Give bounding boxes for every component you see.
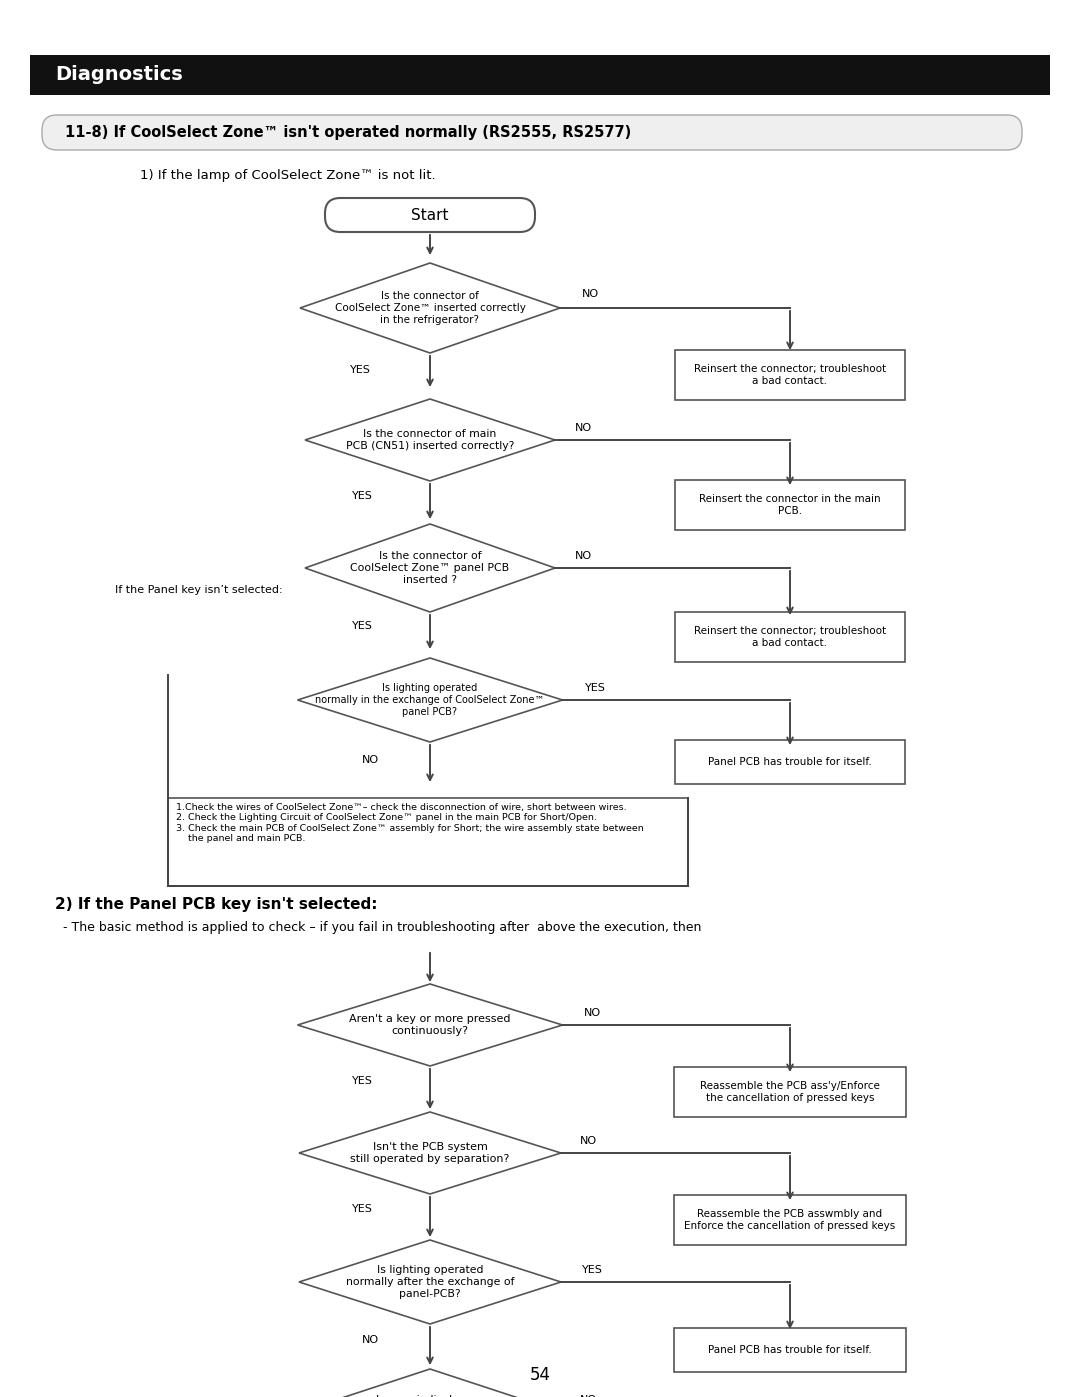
Text: Reinsert the connector; troubleshoot
a bad contact.: Reinsert the connector; troubleshoot a b… <box>694 626 886 648</box>
Text: Panel PCB has trouble for itself.: Panel PCB has trouble for itself. <box>708 757 872 767</box>
Polygon shape <box>297 658 563 742</box>
Text: YES: YES <box>352 1204 373 1214</box>
Text: If the Panel key isn’t selected:: If the Panel key isn’t selected: <box>114 585 283 595</box>
Text: 1) If the lamp of CoolSelect Zone™ is not lit.: 1) If the lamp of CoolSelect Zone™ is no… <box>140 169 435 182</box>
Text: YES: YES <box>581 1266 603 1275</box>
Text: NO: NO <box>580 1136 596 1146</box>
Text: 2) If the Panel PCB key isn't selected:: 2) If the Panel PCB key isn't selected: <box>55 897 378 912</box>
Text: Isn't the PCB system
still operated by separation?: Isn't the PCB system still operated by s… <box>350 1143 510 1164</box>
Text: Reinsert the connector in the main
PCB.: Reinsert the connector in the main PCB. <box>699 495 881 515</box>
Bar <box>675 612 905 662</box>
FancyBboxPatch shape <box>42 115 1022 149</box>
Text: Is the connector of
CoolSelect Zone™ inserted correctly
in the refrigerator?: Is the connector of CoolSelect Zone™ ins… <box>335 292 526 324</box>
Text: YES: YES <box>352 490 373 502</box>
FancyBboxPatch shape <box>325 198 535 232</box>
Text: NO: NO <box>581 289 598 299</box>
Text: Is lighting operated
normally after the exchange of
panel-PCB?: Is lighting operated normally after the … <box>346 1266 514 1299</box>
Polygon shape <box>299 1112 561 1194</box>
Text: YES: YES <box>352 1076 373 1085</box>
Polygon shape <box>305 400 555 481</box>
Text: NO: NO <box>362 754 379 766</box>
Bar <box>675 481 905 529</box>
Text: Is the connector of
CoolSelect Zone™ panel PCB
inserted ?: Is the connector of CoolSelect Zone™ pan… <box>350 552 510 584</box>
Polygon shape <box>297 983 563 1066</box>
Text: Panel PCB has trouble for itself.: Panel PCB has trouble for itself. <box>708 1345 872 1355</box>
Text: YES: YES <box>584 683 606 693</box>
Polygon shape <box>300 263 561 353</box>
Bar <box>675 740 905 784</box>
Text: YES: YES <box>350 365 370 374</box>
Bar <box>674 1067 906 1118</box>
Polygon shape <box>299 1241 561 1324</box>
Text: 54: 54 <box>529 1366 551 1384</box>
Text: YES: YES <box>352 622 373 631</box>
Text: - The basic method is applied to check – if you fail in troubleshooting after  a: - The basic method is applied to check –… <box>55 922 701 935</box>
Text: NO: NO <box>575 550 592 562</box>
Text: Start: Start <box>411 208 449 222</box>
Bar <box>674 1194 906 1245</box>
Bar <box>30 54 1050 95</box>
Text: Reassemble the PCB ass'y/Enforce
the cancellation of pressed keys: Reassemble the PCB ass'y/Enforce the can… <box>700 1081 880 1102</box>
Text: NO: NO <box>575 423 592 433</box>
Text: Reinsert the connector; troubleshoot
a bad contact.: Reinsert the connector; troubleshoot a b… <box>694 365 886 386</box>
Text: NO: NO <box>583 1009 600 1018</box>
Text: Is a periodical wave
form outputted from the main
PCB IC9?: Is a periodical wave form outputted from… <box>348 1396 512 1397</box>
Text: Diagnostics: Diagnostics <box>55 66 183 84</box>
Text: 11-8) If CoolSelect Zone™ isn't operated normally (RS2555, RS2577): 11-8) If CoolSelect Zone™ isn't operated… <box>65 126 631 141</box>
Text: Is the connector of main
PCB (CN51) inserted correctly?: Is the connector of main PCB (CN51) inse… <box>346 429 514 451</box>
Text: Reassemble the PCB asswmbly and
Enforce the cancellation of pressed keys: Reassemble the PCB asswmbly and Enforce … <box>685 1210 895 1231</box>
Text: NO: NO <box>580 1396 596 1397</box>
Polygon shape <box>305 524 555 612</box>
Text: 1.Check the wires of CoolSelect Zone™– check the disconnection of wire, short be: 1.Check the wires of CoolSelect Zone™– c… <box>176 803 644 844</box>
Text: Is lighting operated
normally in the exchange of CoolSelect Zone™
panel PCB?: Is lighting operated normally in the exc… <box>315 683 544 717</box>
Text: Aren't a key or more pressed
continuously?: Aren't a key or more pressed continuousl… <box>349 1014 511 1035</box>
Bar <box>674 1329 906 1372</box>
Text: NO: NO <box>362 1336 379 1345</box>
Bar <box>168 798 688 886</box>
Bar <box>675 351 905 400</box>
Polygon shape <box>299 1369 561 1397</box>
